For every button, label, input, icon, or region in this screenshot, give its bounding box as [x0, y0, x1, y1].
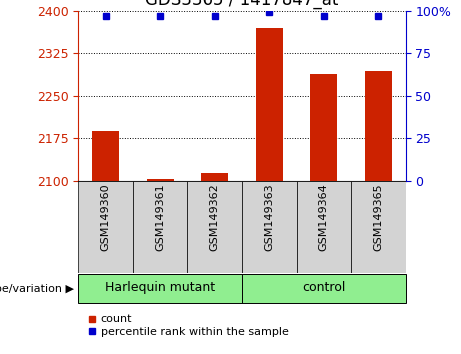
Text: GSM149365: GSM149365 — [373, 183, 384, 251]
Bar — [78, 274, 242, 303]
Text: genotype/variation ▶: genotype/variation ▶ — [0, 284, 74, 293]
Legend: count, percentile rank within the sample: count, percentile rank within the sample — [84, 310, 293, 341]
Text: GSM149364: GSM149364 — [319, 183, 329, 251]
Text: GSM149363: GSM149363 — [264, 183, 274, 251]
Bar — [256, 28, 283, 181]
Bar — [242, 274, 406, 303]
Text: GSM149362: GSM149362 — [210, 183, 220, 251]
Bar — [147, 179, 174, 181]
Text: GSM149361: GSM149361 — [155, 183, 165, 251]
Bar — [201, 173, 228, 181]
Bar — [133, 181, 188, 273]
Text: GSM149360: GSM149360 — [100, 183, 111, 251]
Bar — [92, 131, 119, 181]
Bar — [351, 181, 406, 273]
Bar — [310, 74, 337, 181]
Bar — [188, 181, 242, 273]
Bar — [365, 71, 392, 181]
Title: GDS3365 / 1417847_at: GDS3365 / 1417847_at — [145, 0, 339, 9]
Text: Harlequin mutant: Harlequin mutant — [105, 281, 215, 295]
Bar — [242, 181, 296, 273]
Text: control: control — [302, 281, 346, 295]
Bar — [78, 181, 133, 273]
Bar — [296, 181, 351, 273]
